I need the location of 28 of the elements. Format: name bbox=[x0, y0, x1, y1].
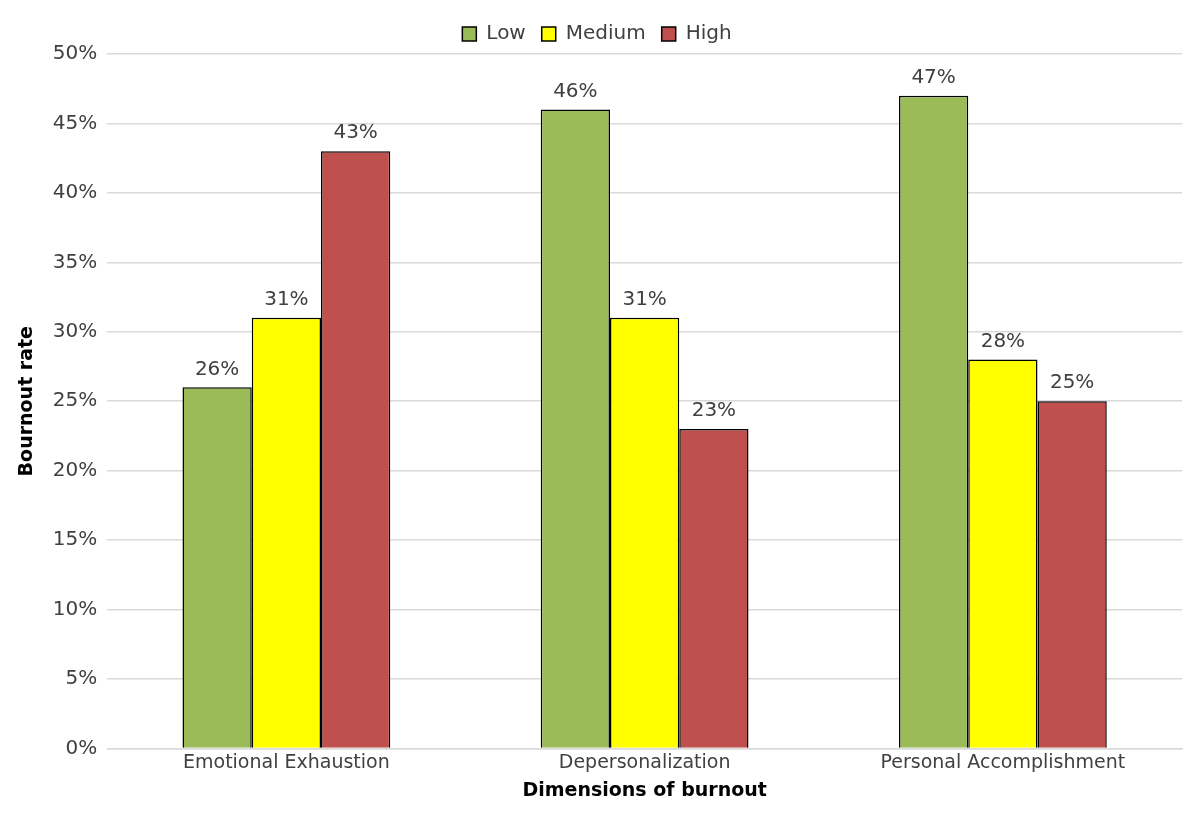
legend-label: Low bbox=[486, 20, 526, 45]
data-label: 46% bbox=[553, 77, 598, 102]
y-tick-label: 30% bbox=[52, 317, 98, 342]
y-tick-label: 45% bbox=[52, 109, 98, 134]
y-tick-label: 5% bbox=[65, 665, 98, 690]
y-axis-title: Bournout rate bbox=[14, 326, 37, 477]
legend-label: High bbox=[685, 20, 732, 45]
data-label: 23% bbox=[691, 397, 737, 422]
y-tick-label: 35% bbox=[52, 248, 98, 273]
data-label: 25% bbox=[1049, 369, 1095, 394]
x-tick-label: Emotional Exhaustion bbox=[182, 749, 390, 772]
x-tick-label: Personal Accomplishment bbox=[880, 749, 1126, 772]
x-axis-title: Dimensions of burnout bbox=[522, 777, 767, 800]
y-tick-label: 25% bbox=[52, 387, 98, 412]
y-tick-label: 10% bbox=[52, 595, 98, 620]
y-tick-label: 20% bbox=[52, 456, 98, 481]
data-label: 31% bbox=[264, 286, 309, 311]
y-tick-label: 15% bbox=[52, 526, 98, 551]
data-label: 47% bbox=[911, 63, 956, 88]
y-tick-label: 50% bbox=[52, 40, 98, 65]
legend-label: Medium bbox=[565, 20, 646, 45]
data-label: 28% bbox=[980, 327, 1026, 352]
data-label: 43% bbox=[333, 119, 378, 144]
y-tick-label: 40% bbox=[52, 179, 98, 204]
y-tick-label: 0% bbox=[65, 734, 98, 759]
x-tick-label: Depersonalization bbox=[558, 749, 731, 772]
data-label: 26% bbox=[194, 355, 240, 380]
data-label: 31% bbox=[622, 286, 667, 311]
